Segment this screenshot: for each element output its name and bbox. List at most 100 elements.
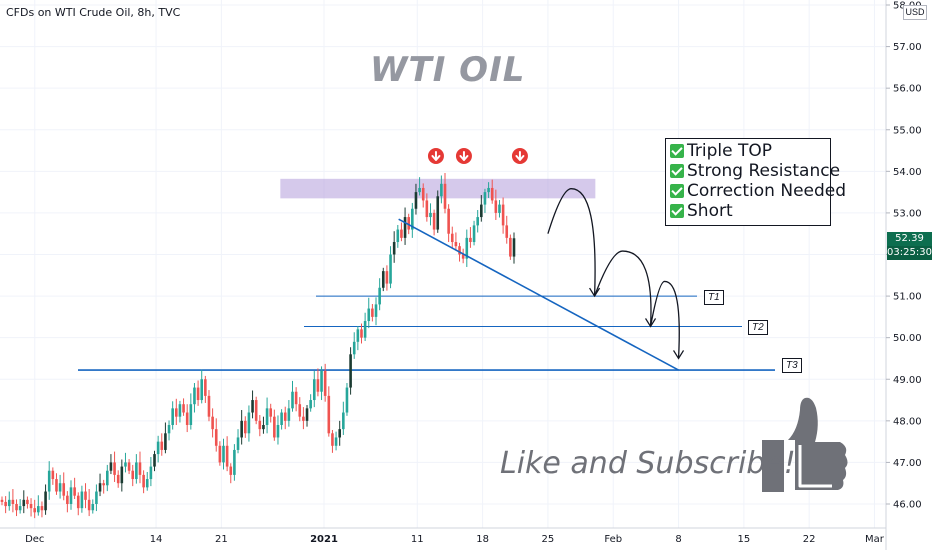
- candle-body: [131, 470, 135, 480]
- candle-body: [29, 504, 33, 509]
- symbol-header[interactable]: CFDs on WTI Crude Oil, 8h, TVC: [6, 6, 181, 19]
- subscribe-text: Like and Subscribe!: [500, 446, 796, 481]
- candle-body: [374, 304, 378, 317]
- grid: [0, 0, 886, 528]
- candle-body: [407, 217, 410, 230]
- candle-body: [450, 233, 454, 243]
- candle-body: [414, 192, 418, 209]
- candle-body: [283, 412, 287, 421]
- candle-body: [182, 404, 185, 413]
- down-arrow-glyph: [431, 151, 441, 161]
- candle-body: [167, 424, 171, 434]
- candle-body: [327, 395, 331, 434]
- projection-arrow[interactable]: [547, 188, 596, 297]
- candle-body: [265, 408, 269, 425]
- candle-body: [160, 441, 164, 450]
- candle-body: [225, 445, 229, 467]
- candle-body: [91, 504, 95, 511]
- target-label-t3[interactable]: T3: [782, 358, 802, 373]
- y-tick-label: 49.00: [893, 375, 922, 386]
- x-tick-label: 2021: [310, 534, 338, 545]
- down-arrow-glyph: [515, 151, 525, 161]
- y-tick-label: 51.00: [893, 292, 922, 303]
- candle-body: [294, 391, 298, 405]
- candle-body: [465, 237, 469, 259]
- x-tick-label: 11: [411, 534, 424, 545]
- candle-body: [443, 183, 447, 209]
- resistance-zone[interactable]: [280, 178, 596, 199]
- checkmark-icon: [670, 204, 684, 218]
- candle-body: [98, 483, 102, 492]
- currency-button[interactable]: USD: [903, 5, 927, 20]
- projection-arrows[interactable]: [547, 188, 685, 360]
- chart-watermark: WTI OIL: [370, 50, 526, 90]
- candle-body: [487, 187, 490, 193]
- candle-body: [494, 200, 498, 213]
- candle-body: [11, 499, 15, 504]
- candle-body: [291, 391, 294, 409]
- target-label-t1[interactable]: T1: [704, 290, 724, 305]
- candle-body: [174, 408, 178, 417]
- arrowhead-icon[interactable]: [672, 350, 685, 360]
- candle-body: [280, 412, 283, 425]
- candle-body: [164, 433, 167, 450]
- candle-body: [425, 200, 429, 218]
- candle-body: [113, 462, 116, 475]
- current-price-badge: 52.39: [887, 232, 932, 246]
- candle-body: [156, 441, 160, 455]
- candle-body: [345, 387, 349, 413]
- candle-body: [229, 466, 233, 475]
- candle-body: [349, 354, 352, 388]
- candle-body: [193, 387, 196, 405]
- y-tick-label: 46.00: [893, 500, 922, 511]
- candle-body: [66, 495, 69, 504]
- target-label-t2[interactable]: T2: [748, 320, 768, 335]
- candle-body: [273, 416, 276, 438]
- candle-body: [400, 229, 403, 238]
- candle-body: [378, 287, 381, 305]
- candle-body: [7, 499, 11, 507]
- checkmark-icon: [670, 184, 684, 198]
- candle-body: [135, 462, 138, 480]
- candle-body: [309, 400, 312, 409]
- candle-body: [490, 187, 494, 201]
- candle-body: [461, 254, 465, 259]
- candle-body: [76, 495, 80, 509]
- candle-body: [338, 429, 342, 438]
- resistance-zone-rect[interactable]: [280, 178, 596, 199]
- candle-body: [476, 217, 479, 226]
- checklist-item: Triple TOP: [670, 141, 826, 161]
- projection-arrow[interactable]: [593, 250, 652, 327]
- x-tick-label: Dec: [25, 534, 44, 545]
- candle-body: [367, 308, 371, 322]
- candle-body: [243, 420, 247, 434]
- trend-line-segment[interactable]: [398, 218, 679, 371]
- projection-arrow[interactable]: [649, 280, 680, 359]
- candle-body: [331, 433, 334, 446]
- x-tick-label: Mar: [865, 534, 885, 545]
- top-markers: [427, 148, 528, 164]
- candle-body: [211, 416, 214, 430]
- y-tick-label: 55.00: [893, 125, 922, 136]
- checkmark-icon: [670, 144, 684, 158]
- candle-body: [509, 237, 512, 257]
- candle-body: [153, 454, 156, 467]
- candle-body: [469, 237, 472, 243]
- y-tick-label: 48.00: [893, 416, 922, 427]
- trend-line[interactable]: [398, 218, 679, 371]
- candle-body: [222, 445, 225, 463]
- candle-body: [120, 466, 124, 484]
- y-tick-label: 54.00: [893, 167, 922, 178]
- candle-body: [447, 208, 450, 234]
- y-tick-label: 47.00: [893, 458, 922, 469]
- candle-body: [432, 212, 436, 230]
- candle-body: [214, 429, 218, 446]
- candle-body: [276, 424, 280, 438]
- candle-body: [356, 329, 360, 342]
- candle-body: [26, 499, 29, 504]
- target-lines[interactable]: [78, 295, 775, 371]
- candle-body: [204, 379, 207, 396]
- candle-body: [512, 238, 516, 257]
